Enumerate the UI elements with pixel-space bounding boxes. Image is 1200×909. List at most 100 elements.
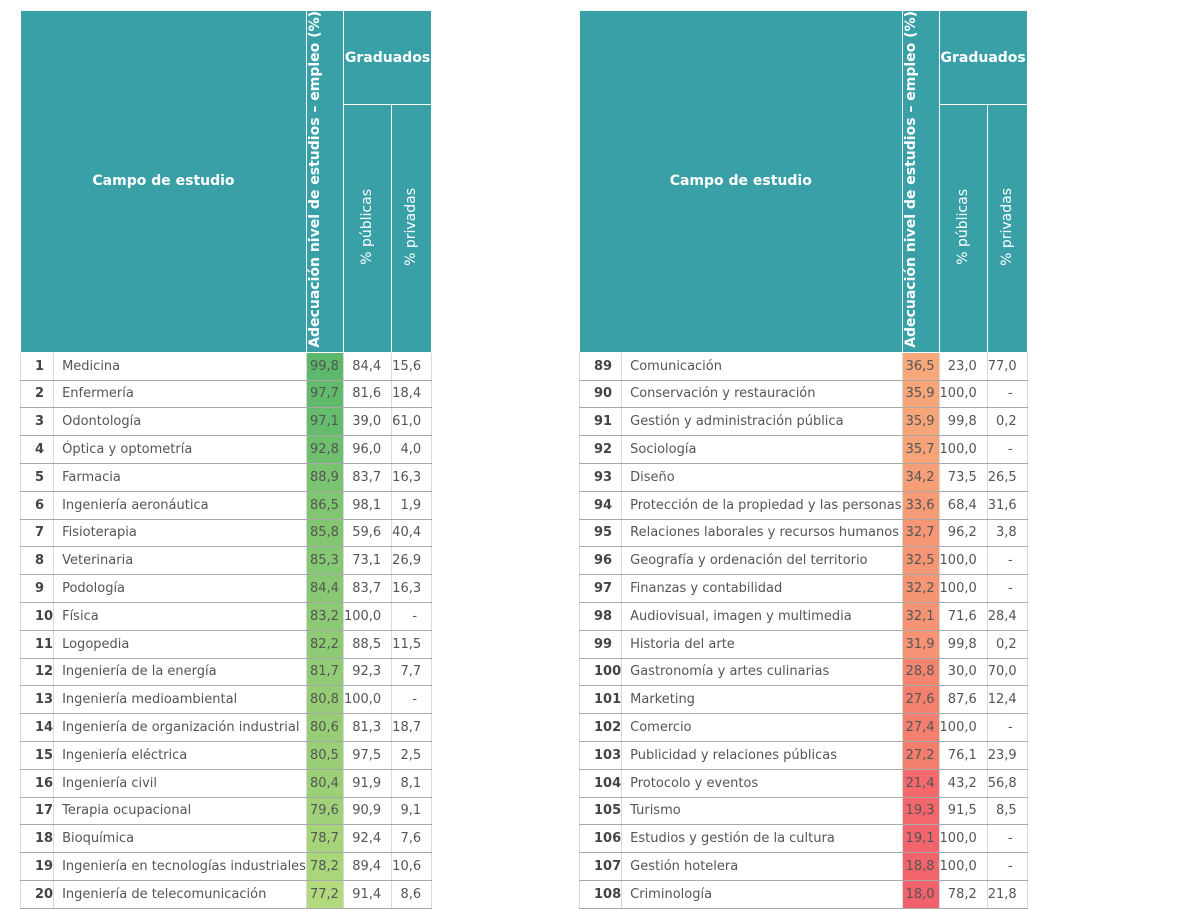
field-cell: Ingeniería en tecnologías industriales: [53, 852, 307, 881]
adequacy-cell: 18,0: [902, 880, 940, 909]
field-header: Campo de estudio: [579, 10, 903, 353]
field-cell: Turismo: [621, 797, 903, 826]
adequacy-cell: 27,4: [902, 713, 940, 742]
public-cell: 78,2: [939, 880, 988, 909]
field-cell: Veterinaria: [53, 546, 307, 576]
rank-cell: 107: [578, 852, 623, 881]
adequacy-cell: 28,8: [902, 658, 940, 687]
adequacy-cell: 33,6: [902, 491, 940, 520]
table-row: 4 Óptica y optometría 92,8 96,0 4,0: [19, 435, 433, 464]
adequacy-cell: 18,8: [902, 852, 940, 881]
rank-cell: 2: [19, 380, 55, 409]
bottom-ranking-table: Campo de estudio Adecuación nivel de est…: [578, 9, 1028, 909]
public-cell: 87,6: [939, 685, 988, 715]
field-cell: Farmacia: [53, 463, 307, 492]
public-cell: 23,0: [939, 351, 988, 381]
field-cell: Logopedia: [53, 630, 307, 659]
adequacy-cell: 82,2: [306, 630, 344, 659]
adequacy-cell: 92,8: [306, 435, 344, 464]
public-cell: 83,7: [343, 574, 393, 603]
private-cell: 8,6: [391, 880, 433, 909]
table-row: 13 Ingeniería medioambiental 80,8 100,0-: [19, 685, 433, 715]
rank-cell: 94: [578, 491, 623, 520]
field-cell: Ingeniería medioambiental: [53, 685, 307, 715]
public-cell: 96,0: [343, 435, 393, 464]
private-cell: 4,0: [391, 435, 433, 464]
private-cell: -: [391, 685, 433, 715]
adequacy-cell: 35,9: [902, 380, 940, 409]
table-row: 102 Comercio 27,4 100,0-: [578, 713, 1028, 742]
bottom-ranking-body: 89 Comunicación 36,5 23,0 77,0 90 Conservación…: [578, 351, 1028, 909]
table-row: 17 Terapia ocupacional 79,6 90,9 9,1: [19, 797, 433, 826]
private-cell: 3,8: [987, 519, 1028, 548]
public-cell: 89,4: [343, 852, 393, 881]
field-cell: Óptica y optometría: [53, 435, 307, 464]
adequacy-cell: 80,5: [306, 741, 344, 770]
private-cell: 1,9: [391, 491, 433, 520]
private-cell: 26,5: [987, 463, 1028, 492]
public-cell: 100,0: [343, 685, 393, 715]
rank-cell: 8: [19, 546, 55, 576]
field-cell: Publicidad y relaciones públicas: [621, 741, 903, 770]
field-cell: Estudios y gestión de la cultura: [621, 824, 903, 854]
adequacy-cell: 31,9: [902, 630, 940, 659]
rank-cell: 10: [19, 602, 55, 631]
adequacy-cell: 32,5: [902, 546, 940, 576]
private-header: % privadas: [986, 104, 1028, 353]
public-cell: 100,0: [939, 380, 988, 409]
field-cell: Ingeniería eléctrica: [53, 741, 307, 770]
field-cell: Sociología: [621, 435, 903, 464]
private-header: % privadas: [391, 104, 433, 353]
table-row: 20 Ingeniería de telecomunicación 77,2 91,4…: [19, 880, 433, 909]
adequacy-cell: 78,7: [306, 824, 344, 854]
adequacy-cell: 35,7: [902, 435, 940, 464]
rank-cell: 11: [19, 630, 55, 659]
private-cell: 9,1: [391, 797, 433, 826]
public-cell: 91,9: [343, 769, 393, 798]
table-row: 90 Conservación y restauración 35,9 100,0-: [578, 380, 1028, 409]
private-header-text: % privadas: [998, 187, 1015, 266]
field-cell: Criminología: [621, 880, 903, 909]
table-row: 106 Estudios y gestión de la cultura 19,1 1…: [578, 824, 1028, 854]
table-row: 10 Física 83,2 100,0-: [19, 602, 433, 631]
table-row: 12 Ingeniería de la energía 81,7 92,3 7,7: [19, 658, 433, 687]
field-cell: Terapia ocupacional: [53, 797, 307, 826]
private-cell: -: [391, 602, 433, 631]
private-cell: 0,2: [987, 630, 1028, 659]
table-row: 8 Veterinaria 85,3 73,1 26,9: [19, 546, 433, 576]
graduates-header: Graduados: [938, 9, 1028, 106]
public-cell: 83,7: [343, 463, 393, 492]
private-cell: 26,9: [391, 546, 433, 576]
public-cell: 73,1: [343, 546, 393, 576]
field-cell: Protocolo y eventos: [621, 769, 903, 798]
top-ranking-table: Campo de estudio Adecuación nivel de est…: [19, 9, 433, 909]
public-cell: 100,0: [939, 546, 988, 576]
private-cell: 61,0: [391, 407, 433, 437]
adequacy-cell: 86,5: [306, 491, 344, 520]
public-cell: 81,3: [343, 713, 393, 742]
adequacy-cell: 80,4: [306, 769, 344, 798]
public-cell: 73,5: [939, 463, 988, 492]
table-row: 14 Ingeniería de organización industrial 8…: [19, 713, 433, 742]
table-row: 2 Enfermería 97,7 81,6 18,4: [19, 380, 433, 409]
adequacy-cell: 27,2: [902, 741, 940, 770]
public-cell: 100,0: [939, 713, 988, 742]
field-cell: Física: [53, 602, 307, 631]
private-cell: 2,5: [391, 741, 433, 770]
rank-cell: 92: [578, 435, 623, 464]
table-row: 105 Turismo 19,3 91,5 8,5: [578, 797, 1028, 826]
public-cell: 30,0: [939, 658, 988, 687]
public-cell: 92,4: [343, 824, 393, 854]
private-cell: -: [987, 435, 1028, 464]
adequacy-cell: 77,2: [306, 880, 344, 909]
adequacy-cell: 34,2: [902, 463, 940, 492]
adequacy-cell: 83,2: [306, 602, 344, 631]
field-cell: Ingeniería de telecomunicación: [53, 880, 307, 909]
field-cell: Odontología: [53, 407, 307, 437]
rank-cell: 7: [19, 519, 55, 548]
private-cell: 56,8: [987, 769, 1028, 798]
rank-cell: 12: [19, 658, 55, 687]
rank-cell: 4: [19, 435, 55, 464]
public-cell: 100,0: [343, 602, 393, 631]
table-row: 92 Sociología 35,7 100,0-: [578, 435, 1028, 464]
